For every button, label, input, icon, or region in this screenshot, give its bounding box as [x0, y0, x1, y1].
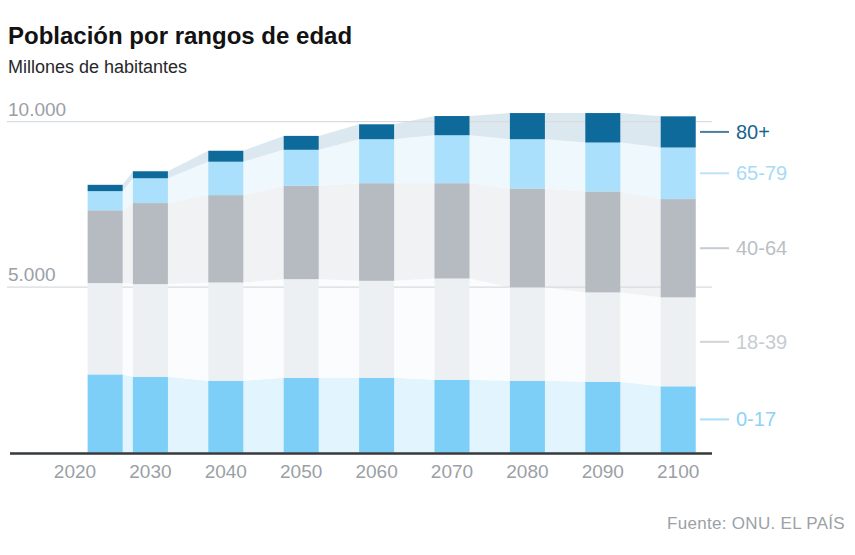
bar-segment-2100-80+: [661, 116, 696, 147]
bar-segment-2080-40-64: [510, 188, 545, 287]
bar-segment-2040-0-17: [208, 381, 243, 453]
legend-label-65-79: 65-79: [736, 162, 787, 184]
bar-segment-2030-0-17: [133, 377, 168, 453]
legend-label-0-17: 0-17: [736, 408, 776, 430]
bar-segment-2070-65-79: [435, 135, 470, 183]
bar-segment-2050-80+: [284, 136, 319, 150]
bar-segment-2100-18-39: [661, 297, 696, 386]
legend-label-18-39: 18-39: [736, 331, 787, 353]
bar-segment-2070-18-39: [435, 278, 470, 379]
bar-segment-2100-65-79: [661, 147, 696, 199]
bar-segment-2024-0-17: [88, 374, 123, 452]
bar-segment-2050-18-39: [284, 279, 319, 378]
bar-segment-2030-40-64: [133, 203, 168, 284]
bar-segment-2040-65-79: [208, 162, 243, 195]
bar-segment-2024-65-79: [88, 191, 123, 210]
bar-segment-2100-40-64: [661, 199, 696, 297]
legend: 0-17 18-39 40-64 65-79 80+: [700, 121, 787, 430]
legend-label-40-64: 40-64: [736, 237, 787, 259]
x-tick-label: 2060: [355, 461, 397, 482]
bar-segment-2024-80+: [88, 185, 123, 191]
bar-segment-2024-40-64: [88, 210, 123, 283]
bar-segment-2080-65-79: [510, 139, 545, 188]
bar-segment-2040-40-64: [208, 195, 243, 282]
bar-segment-2050-0-17: [284, 378, 319, 453]
x-tick-label: 2030: [129, 461, 171, 482]
bar-segment-2030-18-39: [133, 284, 168, 377]
bar-segment-2070-80+: [435, 116, 470, 135]
x-axis-labels: 2020 2030 2040 2050 2060 2070 2080 2090 2100: [54, 461, 699, 482]
legend-label-80+: 80+: [736, 121, 770, 143]
bar-segment-2040-18-39: [208, 282, 243, 380]
bar-segment-2060-40-64: [359, 183, 394, 281]
x-tick-label: 2100: [657, 461, 699, 482]
y-tick-label: 10.000: [8, 99, 66, 120]
bar-segment-2060-65-79: [359, 139, 394, 183]
x-tick-label: 2090: [582, 461, 624, 482]
bar-segment-2090-80+: [585, 113, 620, 142]
x-tick-label: 2050: [280, 461, 322, 482]
y-tick-label: 5.000: [8, 264, 56, 285]
bar-segment-2060-0-17: [359, 378, 394, 453]
bar-segment-2060-80+: [359, 124, 394, 139]
population-chart: 5.000 10.000 2020 2030 2040 2050 2060 2070 2080…: [0, 0, 855, 555]
bar-segment-2050-65-79: [284, 150, 319, 186]
bar-segment-2090-0-17: [585, 382, 620, 453]
x-tick-label: 2070: [431, 461, 473, 482]
bar-segment-2030-80+: [133, 171, 168, 178]
bar-segment-2080-18-39: [510, 287, 545, 380]
chart-figure: 5.000 10.000 2020 2030 2040 2050 2060 2070 2080…: [0, 0, 855, 555]
x-tick-label: 2080: [506, 461, 548, 482]
bar-segment-2090-18-39: [585, 292, 620, 381]
bar-segment-2080-80+: [510, 113, 545, 139]
bar-segment-2090-65-79: [585, 143, 620, 192]
bar-segment-2090-40-64: [585, 191, 620, 292]
source-credit: Fuente: ONU. EL PAÍS: [667, 514, 845, 534]
chart-title: Población por rangos de edad: [8, 22, 352, 50]
bar-segment-2060-18-39: [359, 281, 394, 378]
y-axis-labels: 5.000 10.000: [8, 99, 66, 285]
bar-segment-2080-0-17: [510, 381, 545, 453]
bar-segment-2100-0-17: [661, 386, 696, 452]
chart-subtitle: Millones de habitantes: [8, 57, 187, 78]
bar-segment-2040-80+: [208, 151, 243, 162]
bar-segment-2070-40-64: [435, 183, 470, 278]
bar-segment-2050-40-64: [284, 186, 319, 279]
bar-segment-2024-18-39: [88, 283, 123, 374]
x-tick-label: 2020: [54, 461, 96, 482]
bar-segment-2030-65-79: [133, 178, 168, 203]
x-tick-label: 2040: [205, 461, 247, 482]
bar-segment-2070-0-17: [435, 380, 470, 453]
